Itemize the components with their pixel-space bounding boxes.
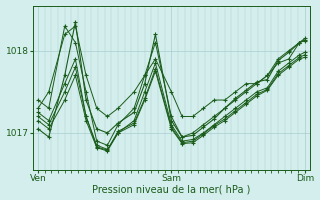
- X-axis label: Pression niveau de la mer( hPa ): Pression niveau de la mer( hPa ): [92, 184, 251, 194]
